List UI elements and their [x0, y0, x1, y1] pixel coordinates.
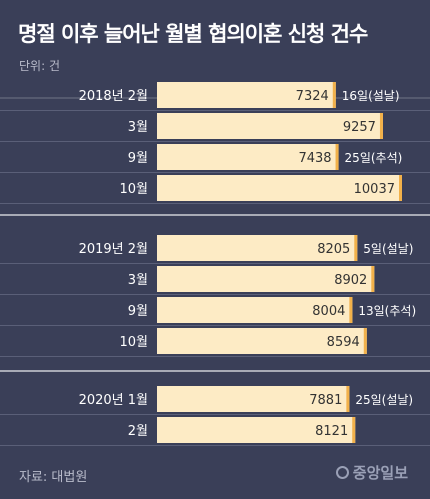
logo-circle-icon [335, 466, 349, 479]
value-label: 8205 [317, 242, 350, 257]
holiday-annotation: 5일(설날) [363, 242, 413, 256]
bar [157, 386, 350, 412]
bar-end-accent [379, 113, 383, 139]
bar-end-accent [346, 386, 350, 412]
value-label: 7438 [298, 151, 331, 166]
bar-end-accent [363, 328, 367, 354]
bar-end-accent [371, 266, 375, 292]
unit-label: 단위: 건 [19, 59, 60, 73]
bar-end-accent [332, 82, 336, 108]
holiday-annotation: 25일(추석) [345, 151, 403, 165]
value-label: 10037 [354, 182, 395, 197]
bar [157, 417, 356, 443]
bar [157, 113, 383, 139]
holiday-annotation: 16일(설날) [342, 89, 400, 103]
bar [157, 235, 358, 261]
category-label: 2월 [128, 424, 148, 439]
bar-end-accent [354, 235, 358, 261]
bar-end-accent [335, 144, 339, 170]
category-label: 3월 [128, 273, 148, 288]
value-label: 7324 [296, 89, 329, 104]
bar-end-accent [352, 417, 356, 443]
category-label: 2018년 2월 [79, 89, 148, 104]
logo-text: 중앙일보 [352, 464, 408, 482]
category-label: 2019년 2월 [79, 242, 148, 257]
value-label: 8004 [312, 304, 345, 319]
bar [157, 328, 367, 354]
holiday-annotation: 25일(설날) [355, 393, 413, 407]
value-label: 8902 [334, 273, 367, 288]
category-label: 10월 [119, 182, 148, 197]
category-label: 3월 [128, 120, 148, 135]
bar [157, 266, 375, 292]
bar-end-accent [349, 297, 353, 323]
category-label: 9월 [128, 304, 148, 319]
bar-end-accent [399, 175, 402, 201]
value-label: 8594 [327, 335, 360, 350]
bar [157, 82, 336, 108]
chart-title: 명절 이후 늘어난 월별 협의이혼 신청 건수 [18, 22, 368, 46]
bar [157, 297, 353, 323]
value-label: 9257 [343, 120, 376, 135]
bar [157, 175, 402, 201]
source-label: 자료: 대법원 [19, 470, 88, 485]
bar [157, 144, 339, 170]
holiday-annotation: 13일(추석) [358, 304, 416, 318]
value-label: 8121 [315, 424, 348, 439]
category-label: 2020년 1월 [79, 393, 148, 408]
category-label: 9월 [128, 151, 148, 166]
value-label: 7881 [309, 393, 342, 408]
publisher-logo: 중앙일보 [335, 462, 408, 483]
category-label: 10월 [119, 335, 148, 350]
